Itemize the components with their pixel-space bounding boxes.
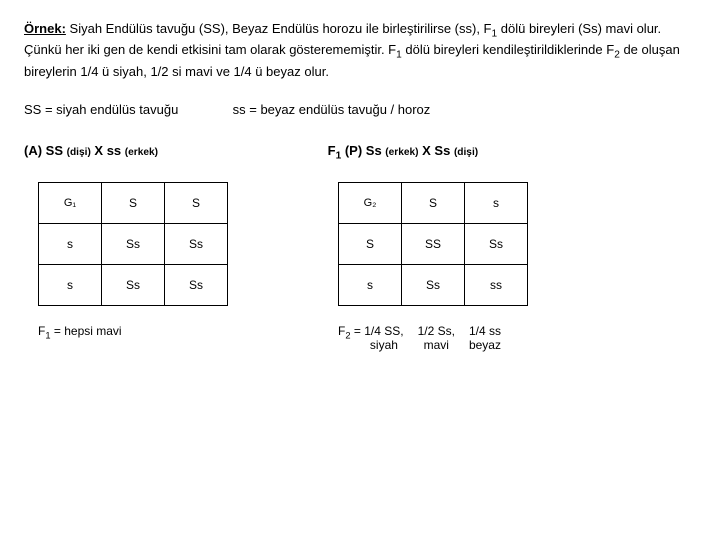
t1-r2: s xyxy=(39,264,102,305)
legend-right: ss = beyaz endülüs tavuğu / horoz xyxy=(233,102,431,117)
cross-b: F1 (P) Ss (erkek) X Ss (dişi) xyxy=(328,143,479,162)
f2-c2a: 1/2 Ss, xyxy=(418,324,455,338)
cross-a-mid: X ss xyxy=(91,143,125,158)
footers: F1 = hepsi mavi F2 = 1/4 SS, siyah 1/2 S… xyxy=(38,324,696,352)
legend-row: SS = siyah endülüs tavuğu ss = beyaz end… xyxy=(24,102,696,117)
cross-b-mid: X Ss xyxy=(419,143,454,158)
t2-corner: G₂ xyxy=(339,182,402,223)
f2-col1: 1/4 SS, siyah xyxy=(364,324,403,352)
cross-b-f: F xyxy=(328,143,336,158)
cross-a: (A) SS (dişi) X ss (erkek) xyxy=(24,143,324,158)
t2-r2: s xyxy=(339,264,402,305)
punnett-tables: G₁ S S s Ss Ss s Ss Ss G₂ S s S SS Ss s … xyxy=(38,182,696,306)
cross-b-subR: (dişi) xyxy=(454,147,478,158)
t1-c21: Ss xyxy=(102,264,165,305)
t2-r1: S xyxy=(339,223,402,264)
footer-f2: F2 = 1/4 SS, siyah 1/2 Ss, mavi 1/4 ss b… xyxy=(338,324,501,352)
t1-c22: Ss xyxy=(165,264,228,305)
t2-c22: ss xyxy=(465,264,528,305)
footer-f1: F1 = hepsi mavi xyxy=(38,324,228,352)
intro-sub1: 1 xyxy=(492,29,498,40)
intro-text-1: Siyah Endülüs tavuğu (SS), Beyaz Endülüs… xyxy=(70,21,492,36)
t1-c12: Ss xyxy=(165,223,228,264)
t1-h1: S xyxy=(102,182,165,223)
f2-eq: = xyxy=(351,324,365,338)
f2-col3: 1/4 ss beyaz xyxy=(469,324,501,352)
t1-c11: Ss xyxy=(102,223,165,264)
intro-text-3: dölü bireyleri kendileştirildiklerinde F xyxy=(402,42,614,57)
f2-c3a: 1/4 ss xyxy=(469,324,501,338)
t1-corner: G₁ xyxy=(39,182,102,223)
cross-b-subL: (erkek) xyxy=(385,147,418,158)
t2-c21: Ss xyxy=(402,264,465,305)
cross-b-p: (P) Ss xyxy=(341,143,385,158)
f2-c3b: beyaz xyxy=(469,338,501,352)
t1-r1: s xyxy=(39,223,102,264)
intro-label: Örnek: xyxy=(24,21,66,36)
f1-rest: = hepsi mavi xyxy=(51,324,122,338)
t2-h2: s xyxy=(465,182,528,223)
legend-left: SS = siyah endülüs tavuğu xyxy=(24,102,229,117)
f2-c2b: mavi xyxy=(424,338,449,352)
t2-h1: S xyxy=(402,182,465,223)
cross-a-prefix: (A) SS xyxy=(24,143,67,158)
punnett-table-1: G₁ S S s Ss Ss s Ss Ss xyxy=(38,182,228,306)
t1-h2: S xyxy=(165,182,228,223)
cross-a-subL: (dişi) xyxy=(67,147,91,158)
t2-c12: Ss xyxy=(465,223,528,264)
punnett-table-2: G₂ S s S SS Ss s Ss ss xyxy=(338,182,528,306)
f2-c1a: 1/4 SS, xyxy=(364,324,403,338)
f2-c1b: siyah xyxy=(370,338,398,352)
cross-a-subR: (erkek) xyxy=(125,147,158,158)
intro-paragraph: Örnek: Siyah Endülüs tavuğu (SS), Beyaz … xyxy=(24,20,696,80)
f2-col2: 1/2 Ss, mavi xyxy=(418,324,455,352)
cross-headers: (A) SS (dişi) X ss (erkek) F1 (P) Ss (er… xyxy=(24,143,696,162)
t2-c11: SS xyxy=(402,223,465,264)
